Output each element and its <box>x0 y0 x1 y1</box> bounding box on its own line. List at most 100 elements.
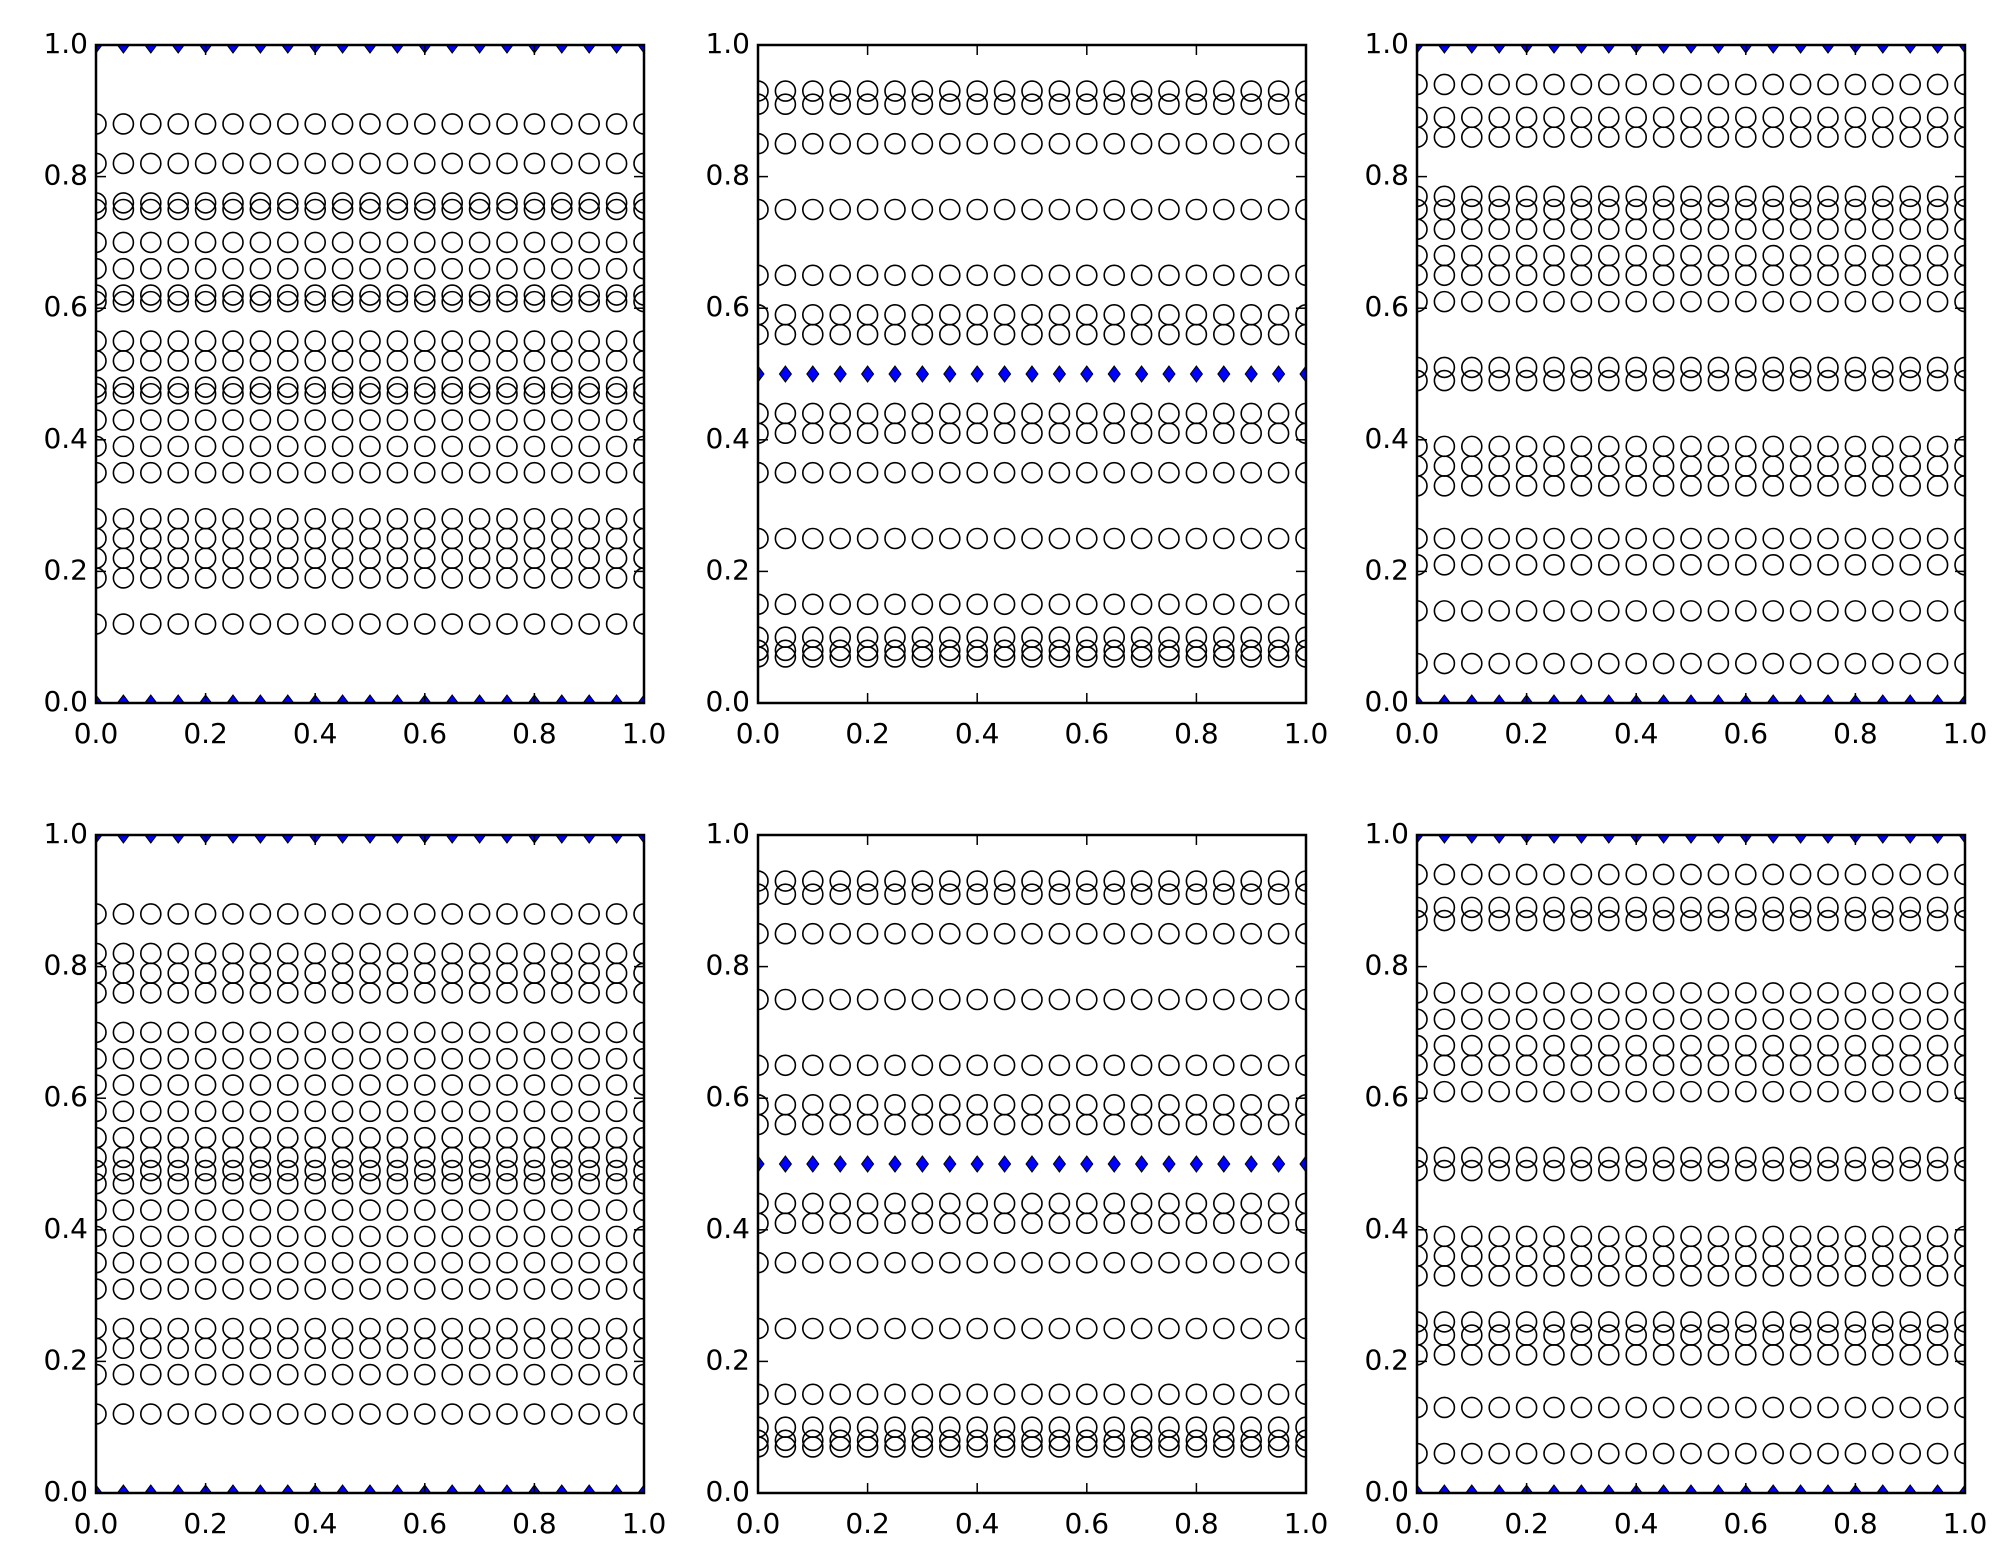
x-tick-label: 0.8 <box>512 1507 557 1540</box>
circle-marker <box>496 192 518 214</box>
circle-marker <box>550 1363 573 1386</box>
x-tick-label: 0.4 <box>293 717 338 750</box>
circle-marker <box>1433 290 1456 313</box>
circle-marker <box>938 1317 961 1340</box>
circle-marker <box>1488 369 1510 392</box>
circle-marker <box>359 435 381 458</box>
circle-marker <box>1817 1008 1839 1031</box>
circle-marker <box>993 922 1016 945</box>
circle-marker <box>1598 1311 1620 1333</box>
circle-marker <box>993 422 1016 445</box>
circle-marker <box>140 1278 162 1300</box>
diamond-marker <box>582 1484 596 1493</box>
circle-marker <box>1680 1159 1702 1182</box>
circle-marker <box>633 113 644 135</box>
circle-marker <box>578 982 601 1004</box>
circle-marker <box>966 1212 989 1235</box>
circle-marker <box>1213 1251 1235 1274</box>
circle-marker <box>276 1146 299 1169</box>
circle-marker <box>1417 264 1428 287</box>
x-tick-label: 0.8 <box>1833 1507 1878 1540</box>
circle-marker <box>938 93 961 116</box>
diamond-marker <box>1602 694 1616 703</box>
circle-marker <box>578 1278 601 1300</box>
circle-marker <box>167 113 189 135</box>
circle-marker <box>578 350 601 372</box>
circle-marker <box>774 593 797 616</box>
circle-marker <box>1488 126 1510 148</box>
circle-marker <box>359 198 381 221</box>
circle-marker <box>633 1100 644 1123</box>
circle-marker <box>856 198 879 221</box>
circle-marker <box>1417 1324 1428 1346</box>
circle-marker <box>276 350 299 372</box>
circle-marker <box>1267 198 1290 221</box>
y-tick-label: 0.4 <box>1364 422 1409 455</box>
circle-marker <box>550 1146 573 1169</box>
circle-marker <box>96 1225 107 1248</box>
diamond-marker <box>171 835 185 844</box>
circle-marker <box>1048 883 1071 906</box>
circle-marker <box>774 1212 797 1235</box>
circle-marker <box>856 646 879 668</box>
diamond-marker <box>226 1484 240 1493</box>
circle-marker <box>1240 1429 1262 1452</box>
circle-marker <box>96 982 107 1004</box>
circle-marker <box>1158 883 1180 906</box>
circle-marker <box>1130 132 1153 155</box>
circle-marker <box>856 1212 879 1235</box>
diamond-marker <box>226 835 240 844</box>
circle-marker <box>1021 646 1043 668</box>
circle-marker <box>993 988 1016 1011</box>
circle-marker <box>911 1383 934 1406</box>
circle-marker <box>1954 1034 1965 1057</box>
circle-marker <box>966 870 989 892</box>
circle-marker <box>96 152 107 175</box>
circle-marker <box>413 192 436 214</box>
y-tick-label: 0.6 <box>1364 1080 1409 1113</box>
circle-marker <box>1570 1311 1593 1333</box>
circle-marker <box>993 1251 1016 1274</box>
circle-marker <box>1926 1344 1949 1366</box>
circle-marker <box>1570 264 1593 287</box>
circle-marker <box>801 883 824 906</box>
subplot: 0.0 0.2 0.4 0.6 0.8 1.00.00.20.40.60.81.0 <box>1364 27 1987 750</box>
x-tick-label: 0.4 <box>1614 717 1659 750</box>
circle-marker <box>1625 475 1647 497</box>
circle-marker <box>801 639 824 662</box>
y-tick-label: 0.0 <box>705 1475 750 1508</box>
circle-marker <box>1789 185 1812 208</box>
y-tick-label: 1.0 <box>1364 27 1409 60</box>
circle-marker <box>1570 652 1593 675</box>
circle-marker <box>1598 475 1620 497</box>
diamond-marker <box>1299 1155 1306 1173</box>
circle-marker <box>1652 264 1675 287</box>
circle-marker <box>605 1100 628 1123</box>
circle-marker <box>993 1054 1016 1077</box>
circle-marker <box>249 1199 272 1221</box>
circle-marker <box>140 1337 162 1360</box>
circle-marker <box>386 1021 409 1044</box>
circle-marker <box>249 1159 272 1182</box>
circle-marker <box>1652 982 1675 1004</box>
circle-marker <box>605 1278 628 1300</box>
circle-marker <box>359 231 381 254</box>
circle-marker <box>496 1337 518 1360</box>
circle-marker <box>1433 185 1456 208</box>
circle-marker <box>112 1337 135 1360</box>
circle-marker <box>413 382 436 405</box>
circle-marker <box>801 593 824 616</box>
circle-marker <box>1158 922 1180 945</box>
circle-marker <box>1158 1212 1180 1235</box>
circle-marker <box>304 1337 327 1360</box>
circle-marker <box>605 290 628 313</box>
circle-marker <box>1899 369 1921 392</box>
diamond-marker <box>445 694 459 703</box>
circle-marker <box>633 903 644 925</box>
circle-marker <box>1417 1245 1428 1267</box>
circle-marker <box>550 382 573 405</box>
circle-marker <box>966 646 989 668</box>
circle-marker <box>1185 646 1208 668</box>
circle-marker <box>829 639 852 662</box>
circle-marker <box>605 1074 628 1096</box>
